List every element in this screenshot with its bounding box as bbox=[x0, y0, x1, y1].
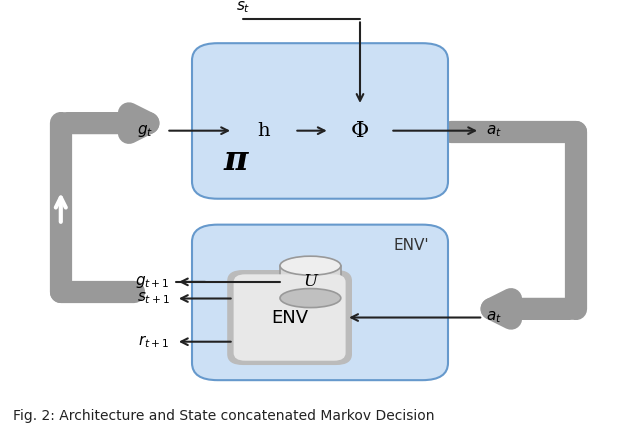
Text: $g_{t+1}$: $g_{t+1}$ bbox=[135, 274, 170, 290]
Text: $g_t$: $g_t$ bbox=[138, 123, 154, 139]
FancyBboxPatch shape bbox=[192, 43, 448, 199]
Text: ENV': ENV' bbox=[393, 238, 429, 253]
Text: $s_{t+1}$: $s_{t+1}$ bbox=[137, 291, 170, 306]
Ellipse shape bbox=[280, 289, 340, 308]
Text: $a_t$: $a_t$ bbox=[486, 123, 502, 139]
FancyBboxPatch shape bbox=[227, 270, 352, 365]
Text: $a_t$: $a_t$ bbox=[486, 310, 502, 325]
Text: Fig. 2: Architecture and State concatenated Markov Decision: Fig. 2: Architecture and State concatena… bbox=[13, 410, 435, 423]
Bar bbox=[280, 266, 340, 298]
FancyBboxPatch shape bbox=[192, 225, 448, 380]
Text: $r_{t+1}$: $r_{t+1}$ bbox=[138, 334, 170, 350]
FancyBboxPatch shape bbox=[228, 102, 300, 159]
Text: π: π bbox=[224, 144, 248, 177]
Text: $s_t$: $s_t$ bbox=[236, 0, 250, 15]
Text: Φ: Φ bbox=[351, 120, 369, 142]
Ellipse shape bbox=[280, 256, 340, 275]
FancyBboxPatch shape bbox=[234, 106, 294, 156]
Text: ENV: ENV bbox=[271, 308, 308, 327]
FancyBboxPatch shape bbox=[330, 106, 390, 156]
Text: U: U bbox=[303, 273, 317, 290]
FancyBboxPatch shape bbox=[324, 102, 396, 159]
Text: h: h bbox=[258, 122, 270, 140]
FancyBboxPatch shape bbox=[234, 274, 346, 361]
